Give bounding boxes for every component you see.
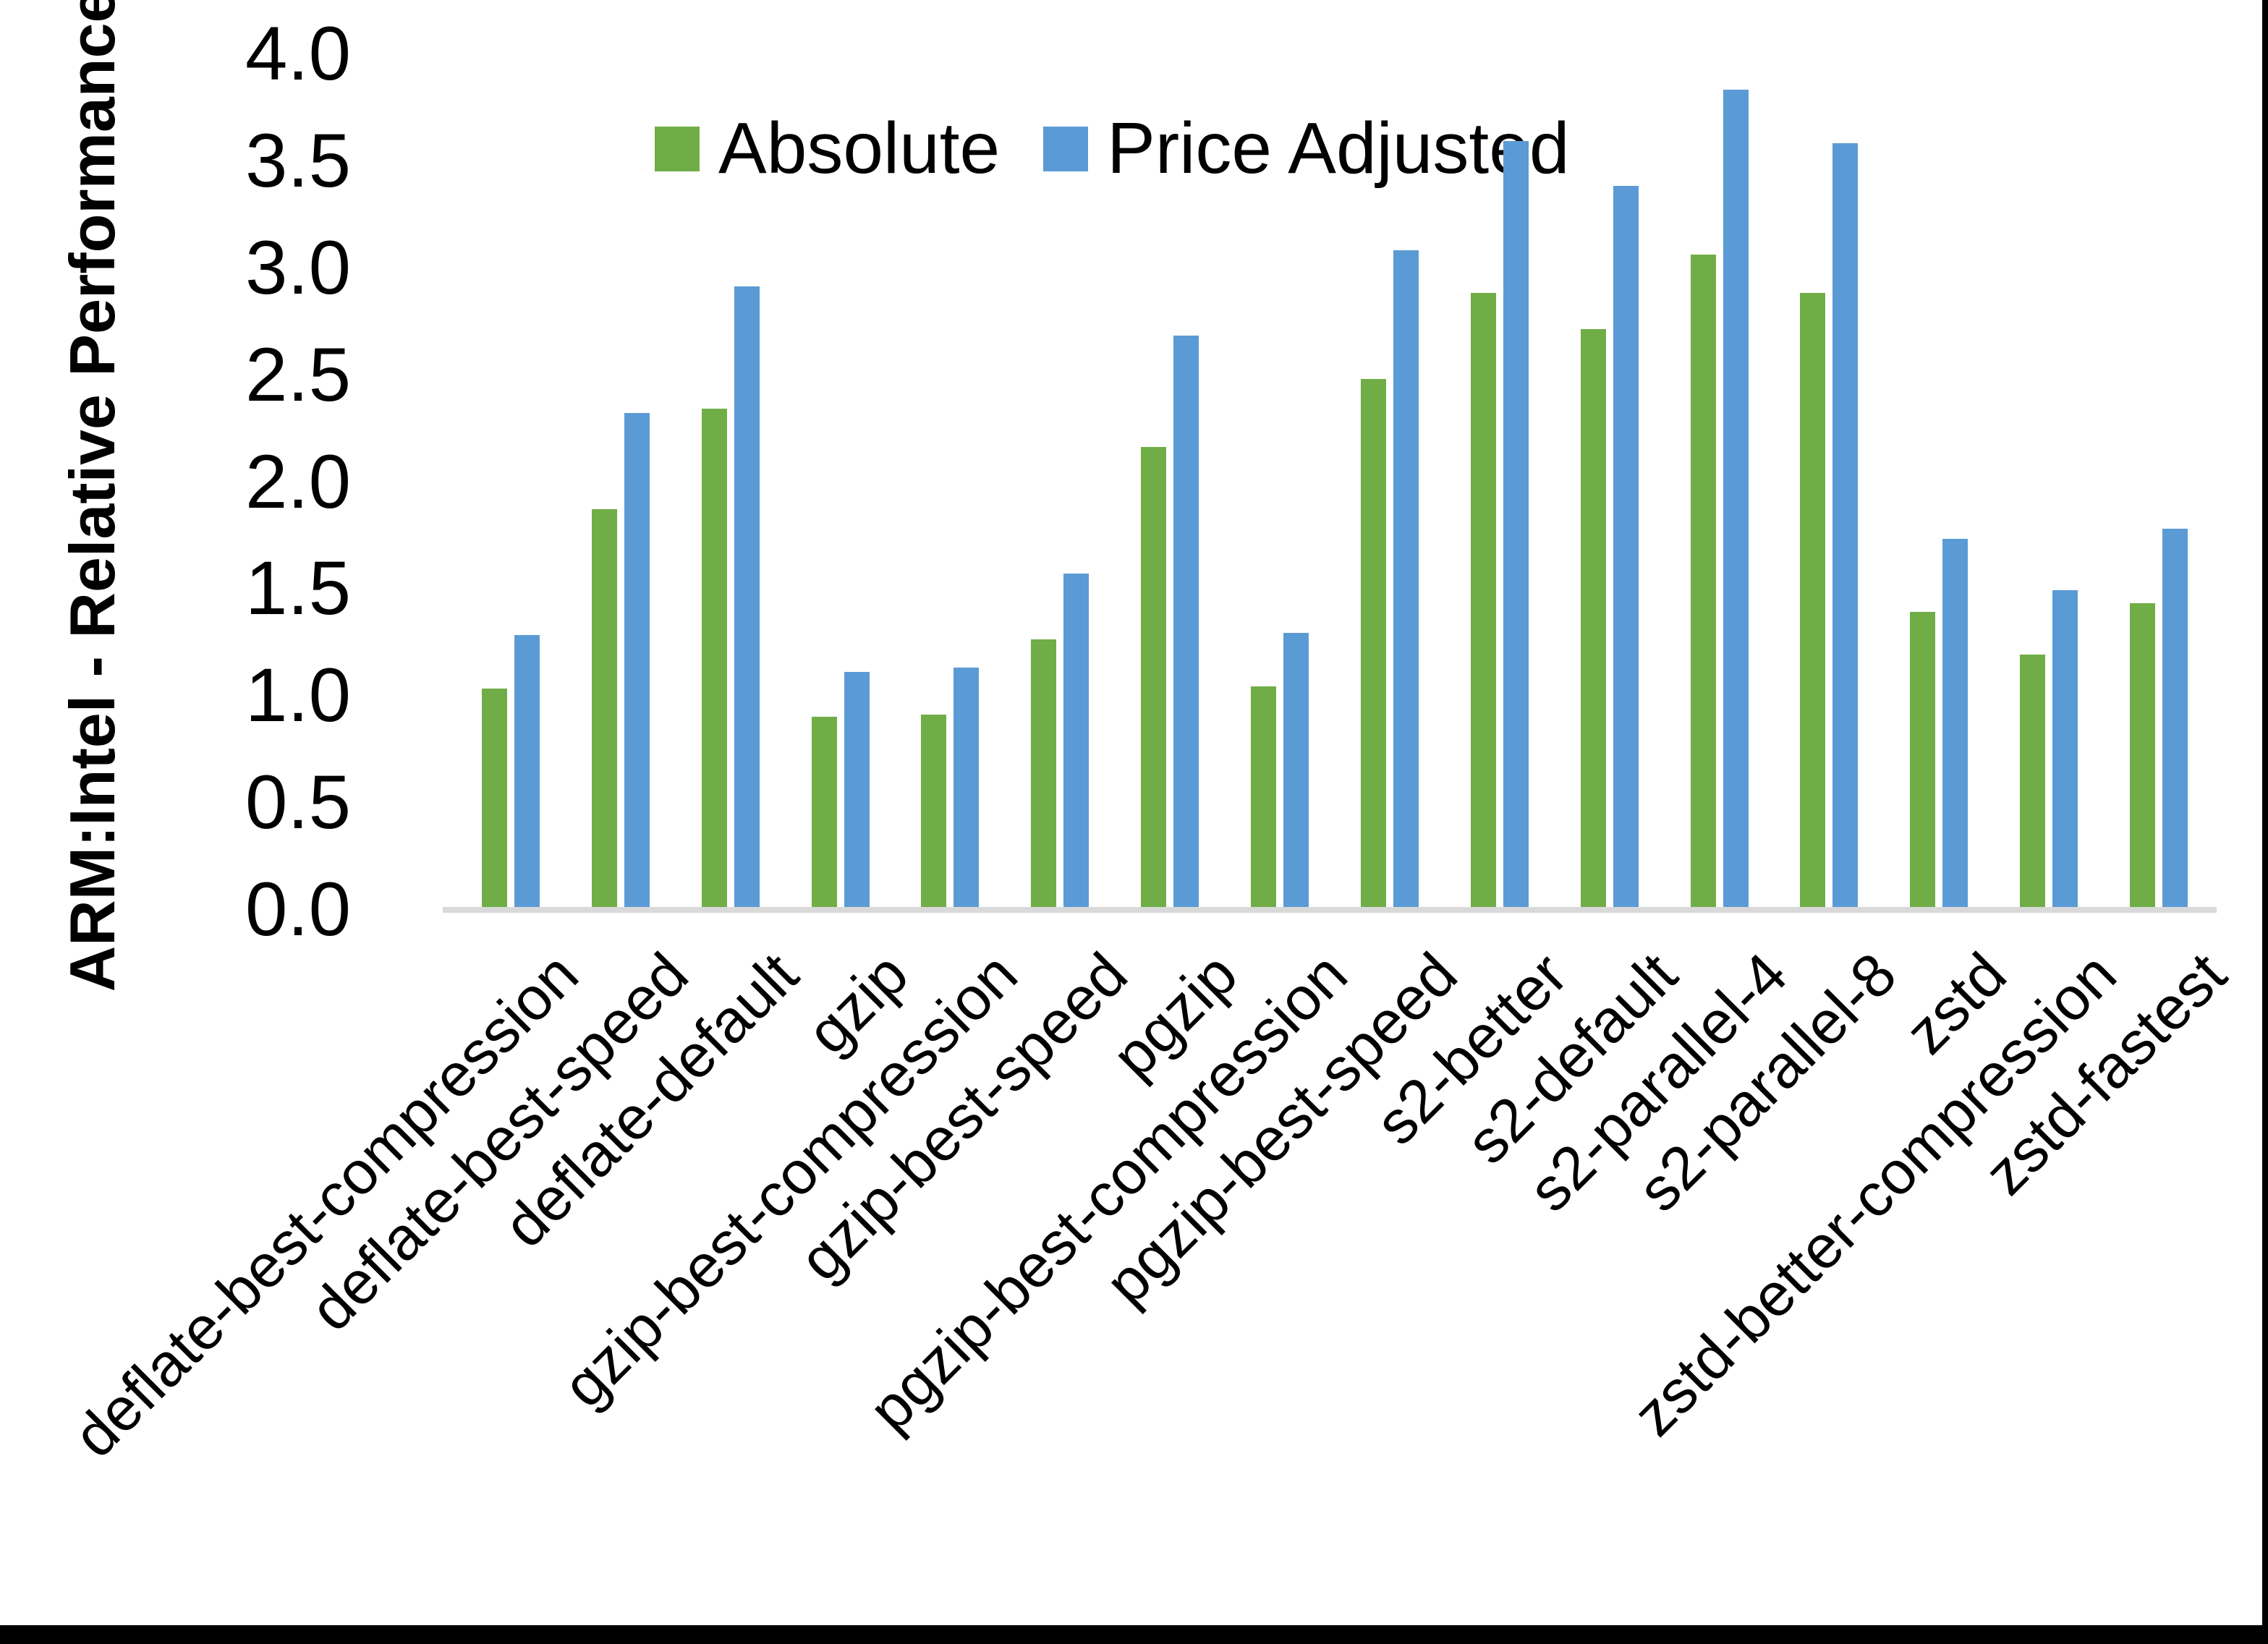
y-axis-title: ARM:Intel - Relative Performance	[56, 0, 128, 992]
bar-price-adjusted-zstd	[1942, 539, 1968, 907]
bar-absolute-gzip-best-compression	[921, 714, 947, 907]
bar-price-adjusted-gzip-best-speed	[1063, 573, 1090, 907]
bar-price-adjusted-pgzip-best-compression	[1283, 633, 1309, 907]
bar-absolute-s2-parallel-4	[1690, 254, 1716, 907]
bar-price-adjusted-gzip-best-compression	[954, 667, 980, 907]
bar-group-deflate-default	[676, 51, 786, 907]
bar-absolute-zstd	[1910, 611, 1936, 907]
bar-price-adjusted-deflate-best-speed	[624, 412, 650, 907]
bar-absolute-gzip-best-speed	[1031, 639, 1057, 907]
bar-absolute-deflate-best-speed	[591, 508, 617, 907]
bar-absolute-s2-better	[1470, 293, 1496, 907]
screenshot-right-edge	[2262, 0, 2268, 1644]
bar-price-adjusted-pgzip-best-speed	[1393, 250, 1419, 907]
bar-price-adjusted-s2-parallel-4	[1723, 90, 1749, 907]
bar-group-deflate-best-speed	[566, 51, 676, 907]
bar-absolute-zstd-better-compression	[2020, 655, 2046, 907]
bar-absolute-zstd-fastest	[2130, 603, 2156, 907]
bar-price-adjusted-gzip	[844, 671, 870, 907]
y-tick-2.5: 2.5	[245, 332, 351, 417]
bar-price-adjusted-pgzip	[1173, 336, 1199, 907]
y-tick-3.5: 3.5	[245, 118, 351, 203]
bar-group-zstd	[1884, 51, 1994, 907]
y-tick-3.0: 3.0	[245, 225, 351, 310]
bar-absolute-s2-parallel-8	[1800, 293, 1826, 907]
bar-group-deflate-best-compression	[456, 51, 566, 907]
bar-group-pgzip	[1115, 51, 1225, 907]
bar-group-s2-parallel-4	[1665, 51, 1775, 907]
legend-swatch-price-adjusted	[1043, 126, 1089, 171]
legend-label-price-adjusted: Price Adjusted	[1107, 108, 1570, 189]
bar-price-adjusted-s2-default	[1613, 186, 1639, 907]
bar-group-gzip-best-speed	[1005, 51, 1115, 907]
y-tick-0.0: 0.0	[245, 867, 351, 952]
bar-price-adjusted-deflate-best-compression	[514, 635, 540, 907]
bar-group-gzip-best-compression	[896, 51, 1006, 907]
y-tick-0.5: 0.5	[245, 760, 351, 846]
bar-group-gzip	[786, 51, 896, 907]
bar-group-s2-parallel-8	[1775, 51, 1885, 907]
bar-group-zstd-fastest	[2104, 51, 2214, 907]
bar-price-adjusted-deflate-default	[734, 286, 760, 907]
bar-absolute-deflate-default	[701, 408, 727, 907]
bar-group-pgzip-best-compression	[1225, 51, 1335, 907]
bar-price-adjusted-s2-better	[1503, 141, 1529, 907]
screenshot-bottom-edge	[0, 1625, 2268, 1644]
x-axis-line	[443, 907, 2217, 913]
legend-item-absolute: Absolute	[655, 107, 1000, 190]
bar-absolute-gzip	[811, 716, 837, 907]
bar-group-zstd-better-compression	[1994, 51, 2104, 907]
bar-absolute-pgzip	[1141, 447, 1167, 907]
y-tick-1.0: 1.0	[245, 653, 351, 738]
legend-item-price-adjusted: Price Adjusted	[1043, 107, 1569, 190]
y-tick-2.0: 2.0	[245, 439, 351, 524]
legend-label-absolute: Absolute	[718, 108, 1001, 189]
bar-price-adjusted-s2-parallel-8	[1832, 143, 1859, 907]
y-tick-1.5: 1.5	[245, 546, 351, 631]
bar-group-s2-better	[1445, 51, 1555, 907]
bar-group-s2-default	[1555, 51, 1665, 907]
bar-absolute-deflate-best-compression	[481, 689, 507, 907]
bar-price-adjusted-zstd-fastest	[2162, 528, 2188, 907]
bar-absolute-pgzip-best-compression	[1251, 686, 1277, 907]
y-tick-4.0: 4.0	[245, 12, 351, 96]
chart-legend: Absolute Price Adjusted	[655, 107, 1569, 190]
bar-group-pgzip-best-speed	[1335, 51, 1445, 907]
bar-absolute-s2-default	[1580, 329, 1606, 907]
legend-swatch-absolute	[655, 126, 700, 171]
plot-area	[456, 51, 2214, 907]
bar-price-adjusted-zstd-better-compression	[2052, 590, 2078, 907]
bar-absolute-pgzip-best-speed	[1360, 378, 1386, 907]
